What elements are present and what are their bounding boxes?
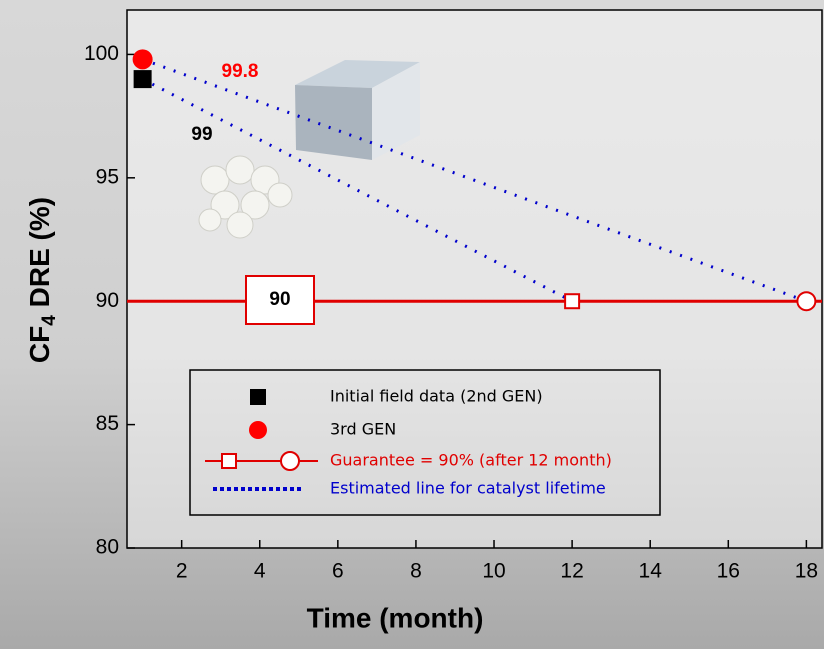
annotation: 99 — [191, 124, 212, 145]
annotation: 90 — [269, 289, 290, 310]
x-tick-label: 16 — [717, 560, 740, 583]
legend-marker — [250, 389, 266, 405]
data-point — [134, 70, 152, 88]
y-tick-label: 80 — [96, 536, 119, 559]
x-tick-label: 4 — [254, 560, 266, 583]
y-title-part: CF — [24, 326, 55, 363]
data-point — [133, 49, 153, 69]
x-axis-title: Time (month) — [307, 602, 484, 633]
x-tick-label: 14 — [639, 560, 663, 583]
y-tick-label: 100 — [84, 42, 119, 65]
chart: Time (month) CF4 DRE (%) 808590951002468… — [0, 0, 824, 649]
x-tick-label: 8 — [410, 560, 422, 583]
y-tick-label: 85 — [96, 412, 119, 435]
x-tick-label: 12 — [560, 560, 583, 583]
legend-marker — [222, 454, 236, 468]
guarantee-marker — [565, 294, 579, 308]
y-tick-label: 90 — [96, 289, 119, 312]
legend-marker — [249, 421, 267, 439]
legend-label: Initial field data (2nd GEN) — [330, 387, 543, 406]
legend-label: Estimated line for catalyst lifetime — [330, 479, 606, 498]
y-axis-title: CF4 DRE (%) — [24, 197, 60, 363]
y-title-subscript: 4 — [39, 315, 60, 326]
x-tick-label: 10 — [482, 560, 505, 583]
x-tick-label: 2 — [176, 560, 188, 583]
guarantee-marker — [797, 292, 815, 310]
x-tick-label: 18 — [795, 560, 818, 583]
legend-label: Guarantee = 90% (after 12 month) — [330, 451, 612, 470]
legend-label: 3rd GEN — [330, 420, 396, 439]
legend-marker — [281, 452, 299, 470]
y-title-part: DRE (%) — [24, 197, 55, 315]
x-tick-label: 6 — [332, 560, 344, 583]
y-tick-label: 95 — [96, 165, 119, 188]
annotation: 99.8 — [222, 61, 259, 82]
